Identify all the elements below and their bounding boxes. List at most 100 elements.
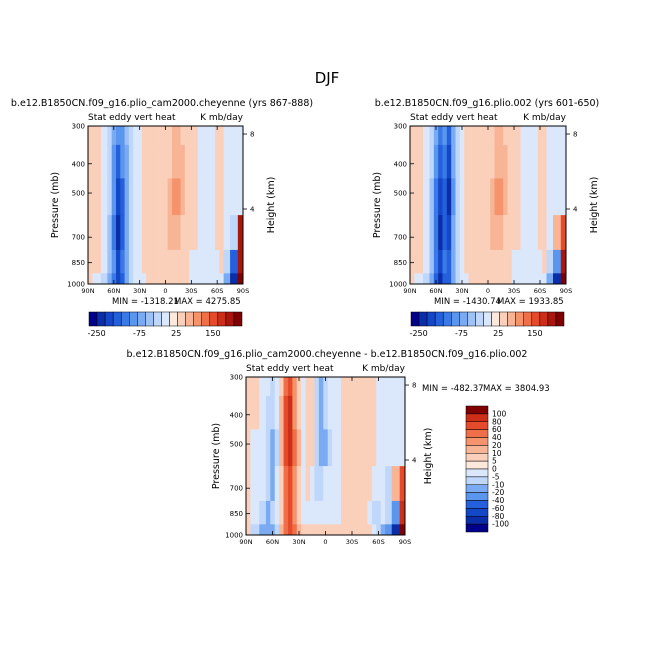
heatmap-cell [490,273,495,285]
heatmap-cell [371,466,377,502]
heatmap-cell [472,215,478,251]
heatmap-cell [202,126,207,146]
heatmap-cell [323,500,329,525]
heatmap-cell [314,395,320,430]
heatmap-cell [189,249,194,274]
heatmap-cell [446,126,452,146]
heatmap-cell [270,377,276,397]
heatmap-cell [429,249,435,274]
colorbar-swatch [217,311,227,327]
heatmap-cell [391,377,401,397]
heatmap-cell [464,249,469,274]
heatmap-cell [197,144,203,179]
heatmap-cell [414,144,424,179]
heatmap-cell [274,500,280,525]
page-title: DJF [315,69,340,87]
colorbar-swatch [515,311,524,327]
panel-2-y2-ticks: 84 [566,131,578,214]
heatmap-cell [371,395,377,430]
heatmap-cell [442,249,448,274]
heatmap-cell [336,429,342,467]
heatmap-cell [197,126,203,146]
heatmap-cell [349,377,355,397]
heatmap-cell [524,249,530,274]
heatmap-cell [358,466,364,502]
heatmap-cell [223,144,231,179]
heatmap-cell [459,178,465,216]
heatmap-cell [485,144,491,179]
heatmap-cell [305,429,311,467]
heatmap-cell [380,500,386,525]
heatmap-cell [490,144,495,179]
colorbar-swatch [555,311,565,327]
heatmap-cell [305,466,311,502]
heatmap-cell [141,215,147,251]
heatmap-cell [472,144,478,179]
colorbar-swatch [465,429,489,438]
heatmap-cell [451,215,456,251]
heatmap-cell [223,215,231,251]
heatmap-cell [490,215,495,251]
heatmap-cell [128,273,134,285]
x-tick-label: 60S [534,287,546,295]
heatmap-cell [171,144,177,179]
heatmap-cell [159,178,164,216]
heatmap-cell [120,126,125,146]
heatmap-cell [115,178,121,216]
heatmap-cell [274,377,280,397]
colorbar-swatch [185,311,194,327]
colorbar-swatch [465,508,489,517]
heatmap-cell [219,126,225,146]
heatmap-cell [494,215,500,251]
heatmap-cell [107,178,113,216]
colorbar-swatch [465,413,489,423]
colorbar-label: -20 [492,488,504,497]
heatmap-cell [210,144,216,179]
heatmap-cell [146,215,151,251]
heatmap-cell [154,273,160,285]
heatmap-cell [250,429,260,467]
heatmap-cell [223,249,231,274]
heatmap-cell [206,126,212,146]
heatmap-cell [146,126,151,146]
heatmap-cell [180,144,186,179]
heatmap-cell [468,178,474,216]
heatmap-cell [279,429,284,467]
heatmap-cell [438,215,443,251]
heatmap-cell [274,466,280,502]
colorbar-swatch [426,311,436,327]
heatmap-cell [230,144,239,179]
y-tick-label: 300 [230,374,243,382]
heatmap-cell [246,500,251,525]
colorbar-swatch [465,500,489,509]
heatmap-cell [163,144,169,179]
heatmap-cell [511,178,517,216]
heatmap-cell [323,524,329,536]
heatmap-cell [433,215,439,251]
heatmap-cell [391,395,401,430]
heatmap-cell [141,178,147,216]
heatmap-cell [332,429,337,467]
heatmap-cell [442,126,448,146]
colorbar-swatch [451,311,460,327]
heatmap-cell [310,395,315,430]
heatmap-cell [301,524,307,536]
heatmap-cell [516,273,521,285]
y-tick-label: 300 [72,123,85,131]
panel-2-heatmap [410,126,567,285]
heatmap-cell [455,126,461,146]
heatmap-cell [115,215,121,251]
heatmap-cell [433,126,439,146]
heatmap-cell [376,395,382,430]
colorbar-swatch [129,311,138,327]
heatmap-cell [202,178,207,216]
heatmap-cell [542,273,547,285]
x-tick-label: 60S [211,287,223,295]
heatmap-cell [223,178,231,216]
heatmap-cell [287,395,293,430]
heatmap-cell [88,126,93,146]
heatmap-cell [340,500,346,525]
heatmap-cell [310,377,315,397]
heatmap-cell [423,126,430,146]
heatmap-cell [533,215,539,251]
